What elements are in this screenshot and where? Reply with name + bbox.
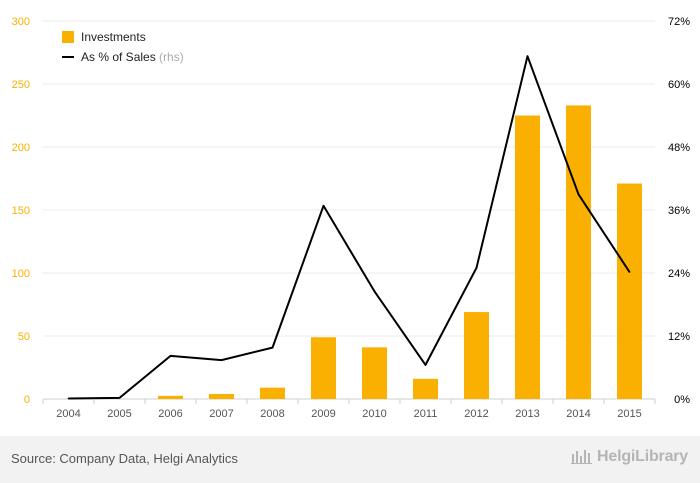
footer: Source: Company Data, Helgi Analytics He… (0, 436, 700, 483)
x-tick-label: 2007 (209, 408, 233, 420)
right-tick-label: 24% (668, 268, 690, 280)
x-tick-label: 2013 (515, 408, 539, 420)
line-point-2014 (577, 193, 580, 196)
x-tick-label: 2006 (158, 408, 182, 420)
right-tick-label: 36% (668, 205, 690, 217)
left-tick-label: 200 (12, 142, 30, 154)
brand-text: HelgiLibrary (597, 448, 688, 465)
left-tick-label: 300 (12, 16, 30, 28)
x-tick-label: 2005 (107, 408, 131, 420)
x-tick-label: 2011 (414, 408, 438, 420)
library-icon (571, 450, 593, 464)
bar-2014 (566, 105, 591, 400)
legend-swatch-line (62, 56, 74, 58)
line-point-2007 (220, 359, 223, 361)
left-tick-label: 0 (24, 394, 30, 406)
left-axis: 0 50 100 150 200 250 300 (12, 16, 30, 406)
legend-item-pct-of-sales[interactable]: As % of Sales (rhs) (62, 47, 184, 67)
bar-2011 (413, 378, 438, 399)
line-point-2011 (424, 364, 427, 366)
right-axis: 0% 12% 24% 36% 48% 60% 72% (668, 16, 690, 406)
right-tick-label: 60% (668, 79, 690, 91)
line-point-2013 (526, 55, 529, 57)
line-point-2015 (628, 271, 631, 273)
x-tick-label: 2009 (311, 408, 335, 420)
left-tick-label: 100 (12, 268, 30, 280)
x-tick-label: 2010 (362, 408, 386, 420)
x-tick-label: 2008 (260, 408, 284, 420)
right-tick-label: 0% (674, 394, 690, 406)
line-point-2009 (322, 205, 325, 207)
bar-2012 (464, 312, 489, 399)
legend-label-rhs: (rhs) (159, 50, 184, 64)
bar-2009 (311, 337, 336, 399)
legend: Investments As % of Sales (rhs) (62, 27, 184, 67)
line-point-2012 (475, 266, 478, 269)
bar-2008 (260, 387, 285, 399)
brand-logo[interactable]: HelgiLibrary (571, 448, 688, 466)
bar-2013 (515, 115, 540, 399)
right-tick-label: 72% (668, 16, 690, 28)
line-series-pct-of-sales (67, 55, 631, 400)
bar-series-investments (158, 105, 642, 400)
x-tick-label: 2004 (56, 408, 80, 420)
source-text: Source: Company Data, Helgi Analytics (11, 451, 238, 466)
x-tick-label: 2015 (617, 408, 641, 420)
x-tick-label: 2014 (566, 408, 590, 420)
left-tick-label: 250 (12, 79, 30, 91)
grid-lines (43, 20, 655, 400)
bar-2006 (158, 395, 183, 399)
line-point-2005 (118, 397, 121, 399)
line-point-2004 (67, 397, 70, 400)
line-point-2006 (169, 355, 172, 357)
legend-item-investments[interactable]: Investments (62, 27, 184, 47)
x-tick-label: 2012 (464, 408, 488, 420)
bar-2007 (209, 393, 234, 399)
bar-2010 (362, 347, 387, 399)
legend-label-investments: Investments (81, 30, 146, 44)
x-axis: 2004 2005 2006 2007 2008 2009 2010 2011 2012 2013… (42, 399, 656, 420)
line-path-pct-of-sales (68, 55, 631, 400)
bar-2015 (617, 183, 642, 399)
left-tick-label: 150 (12, 205, 30, 217)
legend-swatch-bar (62, 31, 74, 43)
right-tick-label: 12% (668, 331, 690, 343)
line-point-2008 (271, 346, 274, 349)
legend-label-pct-of-sales: As % of Sales (81, 50, 156, 64)
right-tick-label: 48% (668, 142, 690, 154)
left-tick-label: 50 (18, 331, 30, 343)
line-point-2010 (373, 290, 376, 293)
